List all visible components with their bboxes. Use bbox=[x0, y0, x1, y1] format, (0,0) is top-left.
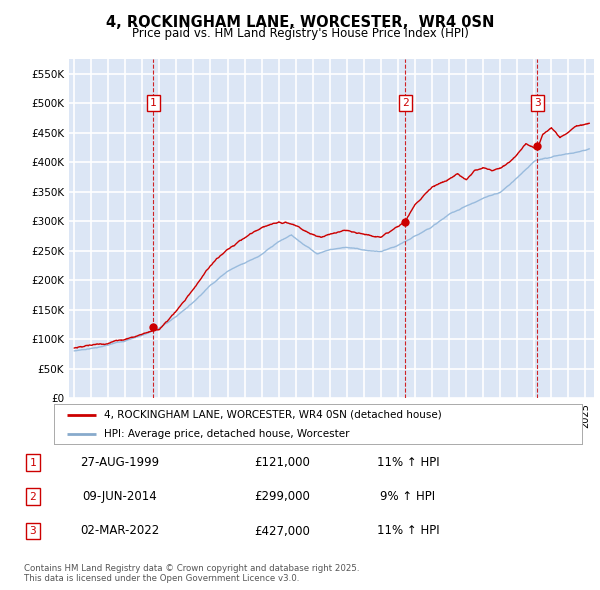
Text: 4, ROCKINGHAM LANE, WORCESTER,  WR4 0SN: 4, ROCKINGHAM LANE, WORCESTER, WR4 0SN bbox=[106, 15, 494, 30]
Text: 1: 1 bbox=[150, 99, 157, 108]
Text: 1: 1 bbox=[29, 458, 37, 467]
Text: 9% ↑ HPI: 9% ↑ HPI bbox=[380, 490, 436, 503]
Text: 3: 3 bbox=[29, 526, 37, 536]
Text: 2: 2 bbox=[402, 99, 409, 108]
Text: 11% ↑ HPI: 11% ↑ HPI bbox=[377, 456, 439, 469]
Text: £299,000: £299,000 bbox=[254, 490, 310, 503]
Text: 02-MAR-2022: 02-MAR-2022 bbox=[80, 525, 160, 537]
Text: 11% ↑ HPI: 11% ↑ HPI bbox=[377, 525, 439, 537]
Text: HPI: Average price, detached house, Worcester: HPI: Average price, detached house, Worc… bbox=[104, 429, 350, 438]
Text: 09-JUN-2014: 09-JUN-2014 bbox=[83, 490, 157, 503]
Text: Contains HM Land Registry data © Crown copyright and database right 2025.
This d: Contains HM Land Registry data © Crown c… bbox=[24, 563, 359, 583]
Text: 2: 2 bbox=[29, 492, 37, 502]
Text: Price paid vs. HM Land Registry's House Price Index (HPI): Price paid vs. HM Land Registry's House … bbox=[131, 27, 469, 40]
Text: £427,000: £427,000 bbox=[254, 525, 310, 537]
Text: 3: 3 bbox=[534, 99, 541, 108]
Text: £121,000: £121,000 bbox=[254, 456, 310, 469]
Text: 27-AUG-1999: 27-AUG-1999 bbox=[80, 456, 160, 469]
Text: 4, ROCKINGHAM LANE, WORCESTER, WR4 0SN (detached house): 4, ROCKINGHAM LANE, WORCESTER, WR4 0SN (… bbox=[104, 410, 442, 420]
